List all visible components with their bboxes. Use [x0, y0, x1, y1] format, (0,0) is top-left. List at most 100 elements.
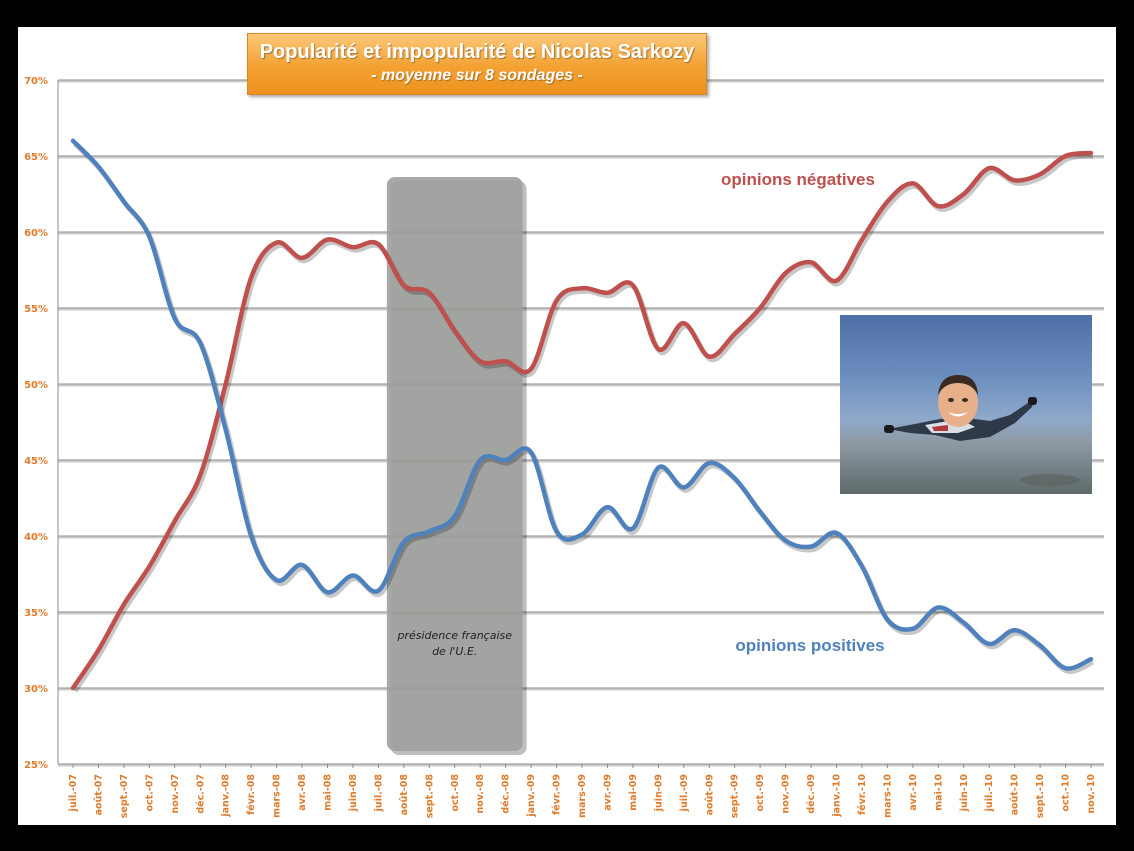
data-point	[555, 529, 559, 533]
x-tick-label: août-07	[93, 774, 104, 815]
data-point	[249, 534, 253, 538]
data-point	[504, 359, 508, 363]
x-tick-label: mai-09	[628, 774, 639, 811]
x-tick-label: nov.-07	[170, 774, 181, 813]
data-point	[224, 382, 228, 386]
annotation-label: de l'U.E.	[432, 645, 477, 658]
data-point	[376, 242, 380, 246]
data-point	[580, 286, 584, 290]
data-point	[962, 621, 966, 625]
data-point	[275, 241, 279, 245]
y-tick-label: 70%	[24, 76, 48, 87]
data-point	[351, 574, 355, 578]
x-tick-label: oct.-07	[144, 774, 155, 811]
series-label: opinions négatives	[721, 170, 875, 189]
x-tick-label: mai-10	[933, 774, 944, 811]
x-tick-label: nov.-09	[781, 774, 792, 813]
data-point	[198, 473, 202, 477]
x-tick-label: août-08	[399, 774, 410, 816]
annotation-label: présidence française	[396, 629, 512, 642]
data-point	[758, 306, 762, 310]
x-tick-label: mars-10	[882, 774, 893, 818]
x-tick-label: févr.-10	[857, 774, 868, 815]
x-tick-label: août-09	[704, 774, 715, 815]
data-point	[911, 627, 915, 631]
x-tick-label: janv.-09	[526, 774, 537, 818]
x-tick-label: juin-10	[959, 774, 970, 813]
data-point	[478, 359, 482, 363]
data-point	[682, 321, 686, 325]
data-point	[478, 458, 482, 462]
x-tick-label: juin-08	[348, 774, 359, 813]
axes: 25% 30% 35% 40% 45% 50% 55% 60% 65% 70% juil.-07 ao…	[24, 76, 1097, 818]
x-tick-label: avr.-10	[908, 774, 919, 811]
data-point	[656, 347, 660, 351]
y-tick-label: 65%	[24, 152, 48, 163]
y-tick-label: 25%	[24, 760, 48, 771]
data-point	[555, 298, 559, 302]
data-point	[1038, 643, 1042, 647]
x-tick-label: mars-08	[272, 774, 283, 818]
x-tick-label: déc.-07	[195, 774, 206, 814]
x-tick-label: oct.-08	[450, 774, 461, 812]
x-tick-label: sept.-09	[730, 774, 741, 818]
data-point	[1089, 657, 1093, 661]
data-point	[580, 532, 584, 536]
data-point	[631, 526, 635, 530]
data-point	[707, 355, 711, 359]
annotation-band-rect	[386, 177, 523, 751]
data-point	[987, 166, 991, 170]
data-point	[1089, 151, 1093, 155]
data-point	[198, 341, 202, 345]
data-point	[173, 317, 177, 321]
x-tick-label: mars-09	[577, 774, 588, 818]
skydiver-icon	[884, 375, 1080, 486]
x-tick-label: nov.-08	[475, 774, 486, 814]
data-point	[860, 564, 864, 568]
data-point	[300, 563, 304, 567]
x-tick-label: nov.-10	[1086, 774, 1097, 814]
x-tick-label: déc.-09	[806, 774, 817, 814]
data-point	[402, 283, 406, 287]
data-point	[936, 204, 940, 208]
data-point	[122, 200, 126, 204]
data-point	[453, 329, 457, 333]
data-point	[326, 590, 329, 594]
data-point	[224, 428, 228, 432]
y-tick-label: 55%	[24, 304, 48, 315]
data-point	[656, 466, 660, 470]
data-point	[147, 235, 151, 239]
x-tick-label: janv.-10	[832, 774, 843, 818]
data-point	[987, 642, 991, 646]
data-point	[809, 545, 813, 549]
skydiver-photo	[840, 315, 1092, 494]
series	[70, 138, 1095, 693]
y-tick-label: 60%	[24, 228, 48, 239]
data-point	[1013, 628, 1017, 632]
data-point	[504, 458, 508, 462]
data-point	[71, 686, 75, 690]
data-point	[605, 505, 609, 509]
data-point	[885, 200, 889, 204]
data-point	[809, 260, 813, 264]
data-point	[784, 539, 788, 543]
series-line-negatives	[70, 150, 1094, 691]
data-point	[936, 605, 940, 609]
data-point	[605, 291, 609, 295]
data-point	[96, 648, 100, 652]
data-point	[885, 618, 889, 622]
data-point	[249, 276, 253, 280]
data-point	[300, 256, 304, 260]
y-tick-label: 40%	[24, 532, 48, 543]
data-point	[71, 139, 75, 143]
data-point	[351, 245, 355, 249]
title-box: Popularité et impopularité de Nicolas Sa…	[247, 33, 707, 95]
data-point	[733, 476, 737, 480]
data-point	[453, 514, 457, 518]
data-point	[529, 367, 533, 371]
data-point	[122, 602, 126, 606]
x-tick-label: oct.-10	[1061, 774, 1072, 812]
x-tick-label: sept.-08	[424, 774, 435, 819]
x-tick-label: déc.-08	[501, 774, 512, 814]
